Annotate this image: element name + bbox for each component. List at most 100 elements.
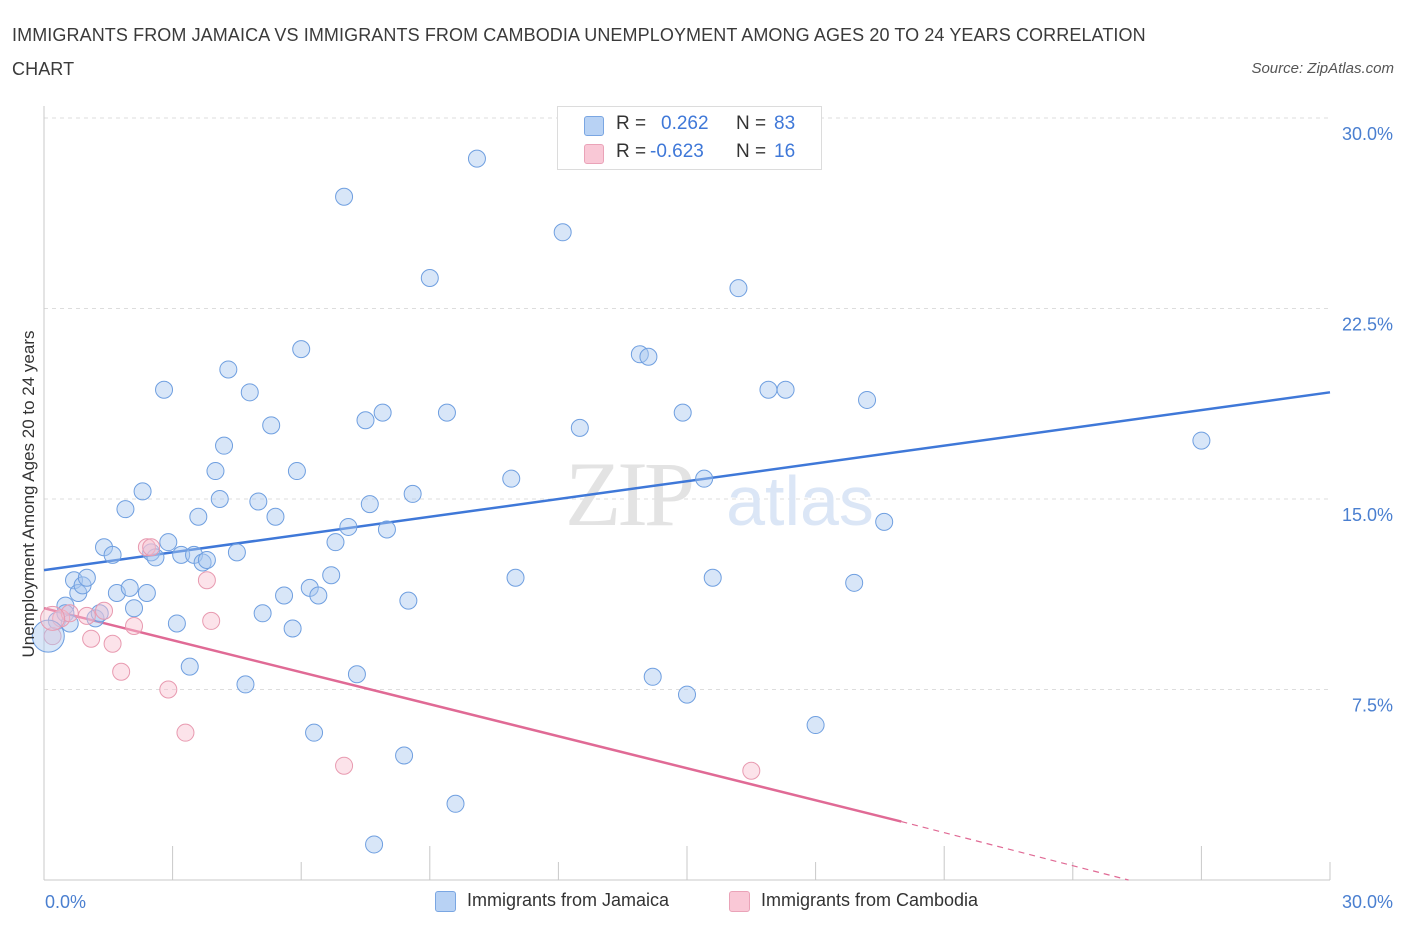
jamaica-point bbox=[167, 614, 186, 633]
r-value-jamaica: 0.262 bbox=[661, 113, 709, 134]
jamaica-point bbox=[206, 462, 225, 481]
jamaica-point bbox=[673, 403, 692, 422]
jamaica-point bbox=[309, 586, 328, 605]
r-label: R = bbox=[616, 141, 647, 162]
y-tick-label: 15.0% bbox=[1342, 505, 1393, 525]
jamaica-point bbox=[125, 599, 144, 618]
jamaica-point bbox=[703, 568, 722, 587]
cambodia-point bbox=[137, 538, 156, 557]
jamaica-point bbox=[395, 746, 414, 765]
cambodia-point bbox=[742, 761, 761, 780]
axes bbox=[43, 106, 1331, 881]
jamaica-point bbox=[322, 566, 341, 585]
jamaica-point bbox=[446, 794, 465, 813]
legend-label-cambodia: Immigrants from Cambodia bbox=[761, 890, 979, 910]
jamaica-point bbox=[356, 411, 375, 430]
jamaica-point bbox=[120, 578, 139, 597]
jamaica-point bbox=[403, 484, 422, 503]
correlation-legend: R = 0.262 N = 83 R = -0.623 N = 16 bbox=[557, 106, 822, 170]
jamaica-point bbox=[283, 619, 302, 638]
cambodia-point bbox=[176, 723, 195, 742]
jamaica-point bbox=[420, 269, 439, 288]
tick-labels: 7.5% 15.0% 22.5% 30.0% 0.0% 30.0% bbox=[45, 124, 1393, 912]
cambodia-point bbox=[142, 538, 161, 557]
jamaica-point bbox=[365, 835, 384, 854]
jamaica-point bbox=[858, 390, 877, 409]
jamaica-point bbox=[137, 583, 156, 602]
jamaica-point bbox=[1192, 431, 1211, 450]
jamaica-point bbox=[695, 469, 714, 488]
jamaica-point bbox=[845, 573, 864, 592]
jamaica-point bbox=[116, 500, 135, 519]
cambodia-point bbox=[77, 606, 96, 625]
jamaica-point bbox=[360, 495, 379, 514]
cambodia-point bbox=[335, 756, 354, 775]
jamaica-point bbox=[806, 716, 825, 735]
jamaica-point bbox=[77, 568, 96, 587]
cambodia-swatch bbox=[729, 891, 750, 912]
n-value-jamaica: 83 bbox=[774, 113, 796, 134]
jamaica-point bbox=[553, 223, 572, 242]
n-value-cambodia: 16 bbox=[774, 141, 796, 162]
jamaica-swatch bbox=[435, 891, 456, 912]
jamaica-point bbox=[347, 665, 366, 684]
jamaica-point bbox=[180, 657, 199, 676]
jamaica-point bbox=[399, 591, 418, 610]
y-axis-label: Unemployment Among Ages 20 to 24 years bbox=[19, 331, 38, 658]
jamaica-point bbox=[729, 279, 748, 298]
y-tick-label: 22.5% bbox=[1342, 315, 1393, 335]
jamaica-point bbox=[776, 380, 795, 399]
jamaica-point bbox=[639, 347, 658, 366]
jamaica-point bbox=[60, 614, 79, 633]
y-tick-label: 7.5% bbox=[1352, 696, 1393, 716]
cambodia-point bbox=[95, 601, 114, 620]
source-label: Source: ZipAtlas.com bbox=[1251, 60, 1394, 77]
legend-label-jamaica: Immigrants from Jamaica bbox=[467, 890, 670, 910]
jamaica-point bbox=[155, 380, 174, 399]
y-tick-label: 30.0% bbox=[1342, 124, 1393, 144]
jamaica-point bbox=[189, 507, 208, 526]
jamaica-point bbox=[219, 360, 238, 379]
jamaica-point bbox=[759, 380, 778, 399]
jamaica-point bbox=[227, 543, 246, 562]
jamaica-point bbox=[437, 403, 456, 422]
jamaica-point bbox=[253, 604, 272, 623]
cambodia-point bbox=[112, 662, 131, 681]
chart-title: IMMIGRANTS FROM JAMAICA VS IMMIGRANTS FR… bbox=[12, 25, 1146, 79]
jamaica-point bbox=[159, 533, 178, 552]
cambodia-trendline bbox=[43, 607, 902, 823]
jamaica-point bbox=[31, 619, 65, 653]
cambodia-point bbox=[43, 627, 62, 646]
jamaica-point bbox=[249, 492, 268, 511]
cambodia-point bbox=[125, 617, 144, 635]
watermark: ZIP bbox=[565, 443, 692, 545]
jamaica-point bbox=[326, 533, 345, 552]
jamaica-point bbox=[506, 568, 525, 587]
jamaica-point bbox=[373, 403, 392, 422]
cambodia-point bbox=[60, 604, 79, 623]
n-label: N = bbox=[736, 141, 767, 162]
jamaica-point bbox=[197, 550, 216, 569]
jamaica-point bbox=[236, 675, 255, 694]
jamaica-point bbox=[287, 462, 306, 481]
cambodia-point bbox=[103, 634, 122, 653]
jamaica-point bbox=[172, 545, 191, 564]
jamaica-point bbox=[502, 469, 521, 488]
data-points bbox=[31, 149, 1211, 854]
jamaica-trendline bbox=[43, 391, 1331, 572]
watermark-atlas: atlas bbox=[726, 462, 874, 540]
jamaica-point bbox=[305, 723, 324, 742]
jamaica-point bbox=[643, 667, 662, 686]
cambodia-point bbox=[40, 605, 66, 631]
cambodia-point bbox=[202, 611, 221, 630]
jamaica-point bbox=[210, 490, 229, 508]
x-tick-label: 0.0% bbox=[45, 892, 86, 912]
jamaica-point bbox=[133, 482, 152, 501]
cambodia-trendline-extension bbox=[901, 820, 1129, 881]
jamaica-point bbox=[335, 187, 354, 206]
jamaica-point bbox=[215, 436, 234, 455]
jamaica-point bbox=[678, 685, 696, 704]
jamaica-point bbox=[467, 149, 486, 168]
x-tick-label: 30.0% bbox=[1342, 892, 1393, 912]
